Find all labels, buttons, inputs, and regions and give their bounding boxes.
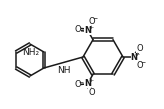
Text: −: − — [78, 79, 83, 84]
Text: O: O — [136, 44, 143, 53]
Text: O: O — [74, 25, 81, 34]
Text: O: O — [88, 88, 95, 97]
Text: +: + — [134, 51, 140, 56]
Text: N: N — [131, 53, 137, 61]
Text: O: O — [88, 17, 95, 26]
Text: O: O — [74, 80, 81, 89]
Text: −: − — [140, 60, 145, 65]
Text: N: N — [84, 79, 91, 88]
Text: +: + — [88, 25, 93, 30]
Text: −: − — [92, 16, 97, 21]
Text: N: N — [84, 26, 91, 35]
Text: O: O — [136, 61, 143, 70]
Text: NH₂: NH₂ — [22, 48, 40, 57]
Text: +: + — [88, 78, 93, 83]
Text: NH: NH — [57, 66, 70, 74]
